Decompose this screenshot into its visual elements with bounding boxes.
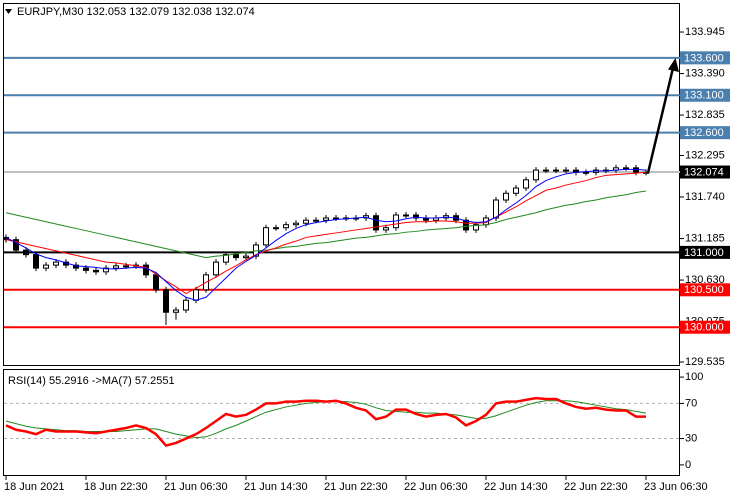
level-label: 132.600	[684, 127, 724, 139]
level-label: 131.000	[684, 247, 724, 259]
arrow-head	[668, 58, 679, 72]
candle-body	[273, 227, 279, 230]
candle-body	[473, 224, 479, 231]
y-tick-label: 129.535	[685, 356, 725, 368]
x-tick-label: 22 Jun 06:30	[404, 481, 468, 493]
candle-body	[303, 219, 309, 224]
candle-body	[213, 261, 219, 276]
chart-title: EURJPY,M30 132.053 132.079 132.038 132.0…	[17, 6, 255, 18]
level-label: 133.100	[684, 90, 724, 102]
candle-body	[263, 227, 269, 246]
y-tick-label: 132.295	[685, 149, 725, 161]
level-label-box	[680, 245, 730, 259]
y-tick-label: 130.630	[685, 274, 725, 286]
candle-body	[13, 239, 19, 251]
candle-body	[373, 215, 379, 231]
candle-body	[543, 169, 549, 172]
candle-body	[493, 199, 499, 219]
level-label-box	[680, 320, 730, 334]
level-label: 130.500	[684, 284, 724, 296]
y-tick-label: 133.945	[685, 26, 725, 38]
candle-body	[53, 261, 59, 266]
candle-body	[143, 264, 149, 276]
line	[5, 168, 647, 301]
candle-body	[553, 169, 559, 172]
x-tick-label: 21 Jun 06:30	[164, 481, 228, 493]
candle-body	[623, 167, 629, 170]
price-panel	[3, 3, 680, 366]
candle-body	[523, 179, 529, 189]
x-tick-label: 22 Jun 14:30	[484, 481, 548, 493]
candle-body	[323, 217, 329, 221]
y-tick-label: 30	[685, 432, 697, 444]
line	[5, 171, 647, 295]
candle-body	[163, 289, 169, 313]
arrow-shaft	[646, 67, 675, 174]
arrow	[646, 58, 679, 174]
candle-body	[153, 274, 159, 291]
candle-body	[103, 267, 109, 273]
y-tick-label: 132.835	[685, 109, 725, 121]
candle-body	[233, 254, 239, 259]
candle-body	[83, 267, 89, 271]
rsi-title: RSI(14) 55.2916 ->MA(7) 57.2551	[8, 375, 175, 387]
candle-body	[463, 219, 469, 231]
x-tick-label: 23 Jun 06:30	[644, 481, 708, 493]
level-label-box	[680, 88, 730, 102]
candle-body	[123, 265, 129, 268]
candle-body	[293, 222, 299, 226]
candle-body	[73, 264, 79, 269]
candle-body	[533, 169, 539, 181]
level-label: 132.074	[684, 166, 724, 178]
candle-body	[513, 187, 519, 194]
plot-area: 133.945 133.390 132.835 132.295 131.740 131.1…	[3, 26, 730, 493]
level-label-box	[680, 165, 730, 179]
candle-body	[173, 309, 179, 313]
candle-body	[243, 255, 249, 259]
candle-body	[283, 224, 289, 229]
x-tick-label: 18 Jun 2021	[4, 481, 65, 493]
candle-body	[193, 289, 199, 301]
y-tick-label: 131.185	[685, 232, 725, 244]
candle-body	[183, 299, 189, 311]
y-tick-label: 133.390	[685, 67, 725, 79]
candle-body	[333, 217, 339, 220]
candle-body	[503, 192, 509, 201]
level-label-box	[680, 283, 730, 297]
line	[5, 190, 647, 259]
y-tick-label: 0	[685, 459, 691, 471]
x-tick-label: 22 Jun 22:30	[564, 481, 628, 493]
candle-body	[93, 269, 99, 273]
x-tick-label: 21 Jun 22:30	[324, 481, 388, 493]
candle-body	[113, 265, 119, 269]
candle-body	[403, 214, 409, 217]
candle-body	[383, 227, 389, 231]
candle-body	[43, 264, 49, 269]
x-tick-label: 21 Jun 14:30	[244, 481, 308, 493]
candle-body	[633, 167, 639, 173]
y-tick-label: 100	[685, 371, 703, 383]
y-tick-label: 70	[685, 397, 697, 409]
y-tick-label: 131.740	[685, 191, 725, 203]
level-label: 130.000	[684, 322, 724, 334]
candle-body	[313, 219, 319, 222]
candle-body	[413, 214, 419, 219]
candle-body	[563, 169, 569, 172]
level-label-box	[680, 51, 730, 65]
candle-body	[33, 254, 39, 269]
candle-body	[583, 171, 589, 174]
menu-triangle	[5, 9, 12, 14]
level-label-box	[680, 126, 730, 140]
rsi-panel	[3, 369, 680, 476]
x-tick-label: 18 Jun 22:30	[84, 481, 148, 493]
level-label: 133.600	[684, 52, 724, 64]
candle-body	[223, 254, 229, 263]
line	[5, 396, 646, 447]
candle-body	[23, 249, 29, 256]
